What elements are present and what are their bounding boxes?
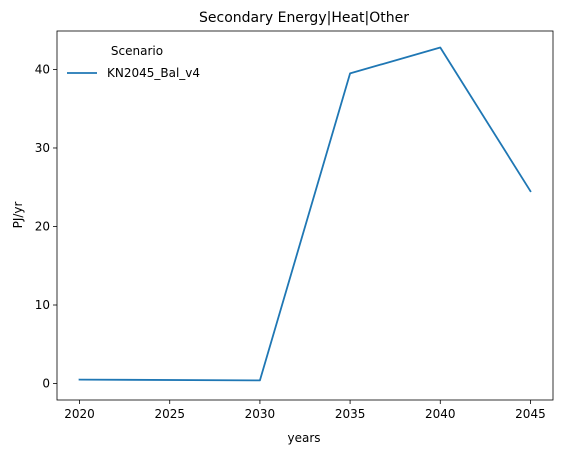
legend-label: KN2045_Bal_v4 — [107, 66, 200, 80]
x-axis: 2020 2025 2030 2035 2040 2045 — [64, 400, 546, 421]
chart-title: Secondary Energy|Heat|Other — [199, 10, 409, 26]
x-tick-label: 2030 — [245, 407, 276, 421]
y-tick-label: 20 — [35, 219, 50, 233]
y-tick-label: 40 — [35, 62, 50, 76]
x-axis-label: years — [287, 431, 320, 445]
legend-title: Scenario — [111, 44, 163, 58]
y-axis: 0 10 20 30 40 — [35, 62, 57, 391]
x-tick-label: 2025 — [154, 407, 185, 421]
x-tick-label: 2045 — [515, 407, 546, 421]
y-axis-label: PJ/yr — [11, 202, 25, 229]
x-tick-label: 2020 — [64, 407, 95, 421]
legend: Scenario KN2045_Bal_v4 — [67, 44, 200, 80]
y-tick-label: 30 — [35, 141, 50, 155]
y-tick-label: 10 — [35, 298, 50, 312]
series-line — [78, 46, 532, 382]
series-group — [78, 46, 532, 382]
x-tick-label: 2040 — [425, 407, 456, 421]
x-tick-label: 2035 — [335, 407, 366, 421]
plot-area — [56, 30, 554, 401]
y-tick-label: 0 — [42, 377, 50, 391]
